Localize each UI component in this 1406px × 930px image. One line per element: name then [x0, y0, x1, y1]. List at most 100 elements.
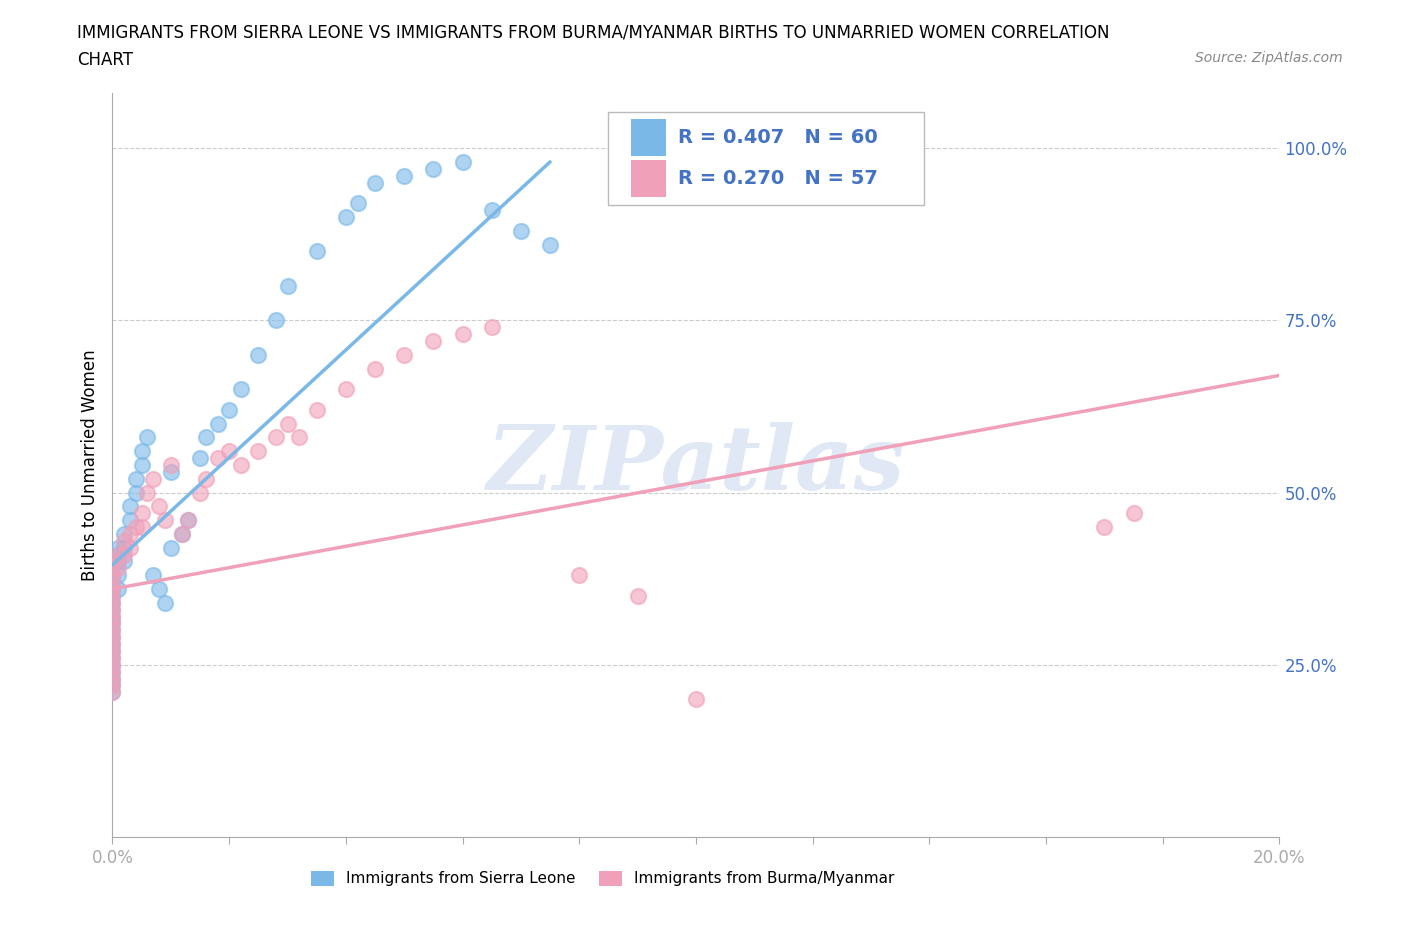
Point: [148, 581, 170, 596]
Point: [107, 554, 129, 569]
Point: [276, 417, 298, 432]
Y-axis label: Births to Unmarried Women: Births to Unmarried Women: [80, 349, 98, 581]
Point: [101, 595, 124, 610]
Point: [101, 568, 124, 583]
Point: [112, 540, 135, 555]
Point: [101, 554, 124, 569]
Point: [101, 671, 124, 686]
Point: [160, 458, 183, 472]
Point: [107, 547, 129, 562]
Point: [131, 444, 153, 458]
Point: [101, 637, 124, 652]
Point: [101, 678, 124, 693]
Point: [194, 472, 217, 486]
Point: [136, 430, 159, 445]
Point: [107, 561, 129, 576]
Point: [101, 603, 124, 618]
Point: [207, 451, 229, 466]
Point: [125, 485, 148, 500]
Point: [451, 154, 474, 169]
Text: CHART: CHART: [77, 51, 134, 69]
Point: [131, 506, 153, 521]
Point: [335, 209, 357, 224]
Point: [276, 278, 298, 293]
Point: [101, 616, 124, 631]
Point: [101, 671, 124, 686]
Point: [247, 347, 270, 362]
Point: [101, 630, 124, 644]
Point: [148, 498, 170, 513]
Point: [101, 684, 124, 699]
Point: [112, 533, 135, 548]
Point: [101, 678, 124, 693]
Point: [112, 526, 135, 541]
Point: [305, 403, 328, 418]
Point: [118, 512, 141, 527]
Point: [118, 498, 141, 513]
Point: [481, 203, 503, 218]
Point: [346, 196, 368, 211]
Point: [101, 623, 124, 638]
Point: [364, 361, 387, 376]
Text: R = 0.270   N = 57: R = 0.270 N = 57: [679, 169, 879, 188]
Point: [188, 485, 211, 500]
Point: [101, 644, 124, 658]
Point: [142, 472, 165, 486]
Point: [101, 616, 124, 631]
Point: [101, 603, 124, 618]
Point: [101, 658, 124, 672]
Point: [177, 512, 200, 527]
Point: [107, 568, 129, 583]
Point: [101, 561, 124, 576]
Point: [538, 237, 561, 252]
Point: [101, 595, 124, 610]
Point: [101, 554, 124, 569]
Point: [101, 589, 124, 604]
Point: [509, 223, 531, 238]
Point: [335, 382, 357, 397]
Point: [131, 520, 153, 535]
Point: [207, 417, 229, 432]
Point: [101, 609, 124, 624]
Point: [101, 644, 124, 658]
Point: [136, 485, 159, 500]
Point: [229, 458, 252, 472]
Point: [101, 561, 124, 576]
Legend: Immigrants from Sierra Leone, Immigrants from Burma/Myanmar: Immigrants from Sierra Leone, Immigrants…: [305, 864, 900, 893]
FancyBboxPatch shape: [609, 112, 924, 205]
Point: [131, 458, 153, 472]
Point: [153, 595, 176, 610]
Point: [112, 547, 135, 562]
Point: [101, 658, 124, 672]
Point: [685, 692, 707, 707]
Point: [101, 650, 124, 665]
Point: [177, 512, 200, 527]
Point: [194, 430, 217, 445]
Point: [101, 575, 124, 590]
FancyBboxPatch shape: [631, 119, 665, 156]
Point: [160, 464, 183, 479]
Point: [264, 312, 287, 327]
Point: [172, 526, 194, 541]
Point: [142, 568, 165, 583]
FancyBboxPatch shape: [631, 160, 665, 197]
Point: [218, 403, 240, 418]
Point: [107, 581, 129, 596]
Point: [125, 472, 148, 486]
Point: [101, 581, 124, 596]
Point: [229, 382, 252, 397]
Point: [101, 623, 124, 638]
Point: [101, 581, 124, 596]
Point: [364, 175, 387, 190]
Point: [112, 554, 135, 569]
Point: [568, 568, 591, 583]
Point: [172, 526, 194, 541]
Point: [305, 244, 328, 259]
Point: [101, 664, 124, 679]
Point: [107, 540, 129, 555]
Point: [451, 326, 474, 341]
Point: [394, 168, 416, 183]
Point: [1122, 506, 1144, 521]
Point: [101, 568, 124, 583]
Text: IMMIGRANTS FROM SIERRA LEONE VS IMMIGRANTS FROM BURMA/MYANMAR BIRTHS TO UNMARRIE: IMMIGRANTS FROM SIERRA LEONE VS IMMIGRAN…: [77, 23, 1109, 41]
